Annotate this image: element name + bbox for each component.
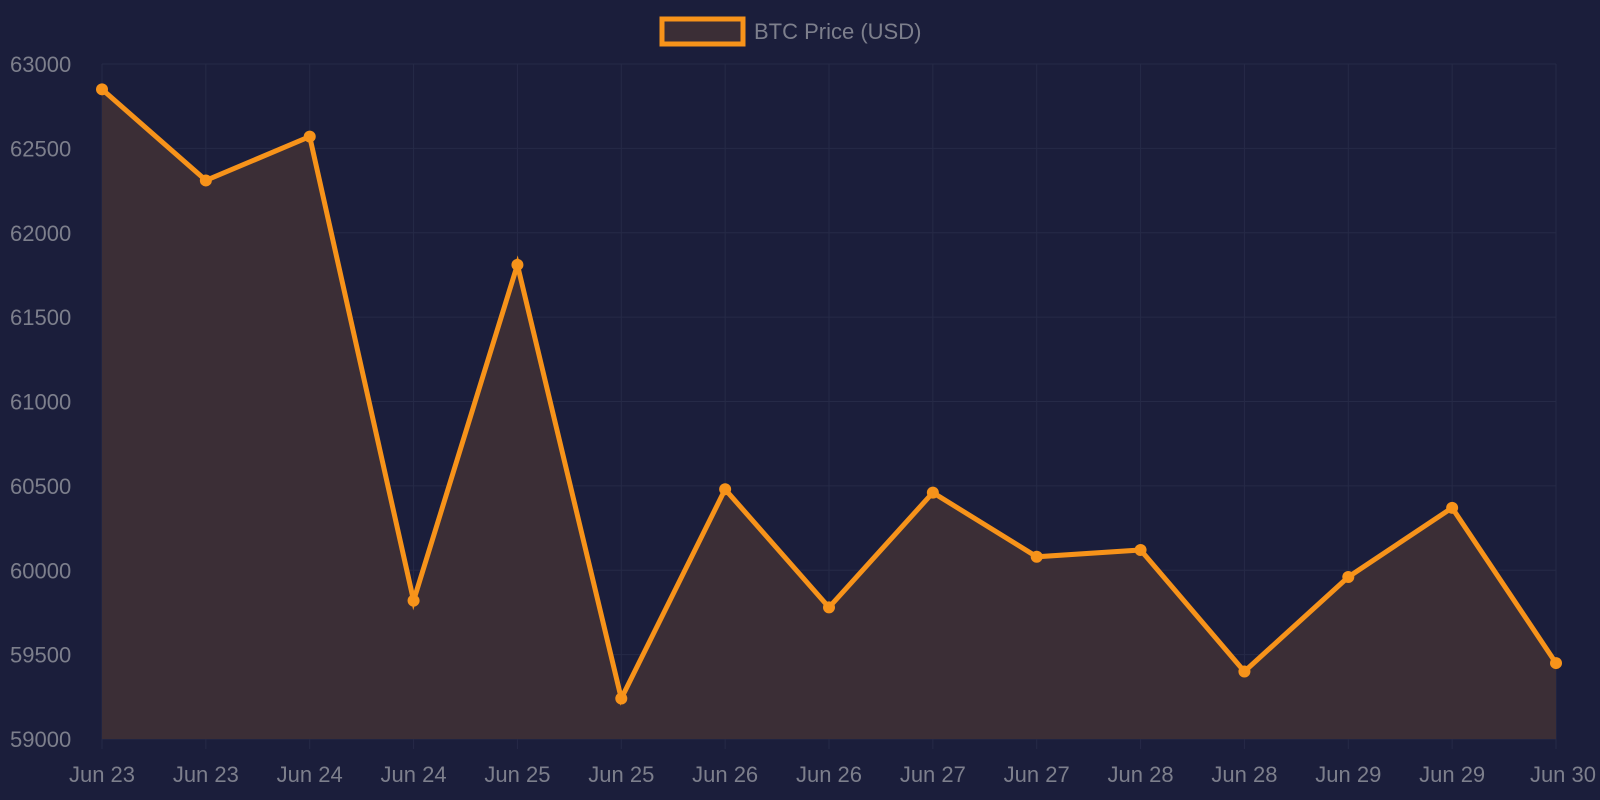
y-tick-label: 62500	[10, 136, 71, 161]
legend-label[interactable]: BTC Price (USD)	[754, 19, 921, 44]
x-tick-label: Jun 30	[1530, 762, 1596, 787]
legend-swatch[interactable]	[659, 16, 746, 47]
x-tick-label: Jun 23	[69, 762, 135, 787]
y-tick-label: 60000	[10, 558, 71, 583]
data-point[interactable]	[1134, 544, 1147, 556]
x-tick-label: Jun 24	[381, 762, 447, 787]
data-point[interactable]	[303, 130, 316, 143]
data-point[interactable]	[1550, 657, 1562, 670]
y-tick-label: 59500	[10, 643, 71, 668]
y-tick-label: 59000	[10, 727, 71, 752]
y-tick-label: 62000	[10, 221, 71, 246]
x-tick-label: Jun 29	[1419, 762, 1485, 787]
y-tick-label: 61000	[10, 390, 71, 415]
data-point[interactable]	[1238, 665, 1251, 678]
y-tick-label: 63000	[10, 52, 71, 77]
data-point[interactable]	[1030, 550, 1043, 563]
y-axis-ticks: 59000 59500 60000 60500 61000 61500 62000 62500…	[10, 52, 71, 752]
data-point[interactable]	[823, 601, 835, 614]
data-point[interactable]	[1342, 571, 1355, 583]
data-point[interactable]	[96, 83, 108, 96]
x-tick-label: Jun 28	[1108, 762, 1174, 787]
x-tick-label: Jun 25	[588, 762, 654, 787]
data-point[interactable]	[199, 174, 212, 187]
x-tick-label: Jun 29	[1315, 762, 1381, 787]
x-tick-label: Jun 25	[484, 762, 550, 787]
series-area-fill	[102, 89, 1556, 740]
data-point[interactable]	[407, 594, 420, 607]
x-tick-label: Jun 27	[1004, 762, 1070, 787]
x-tick-label: Jun 27	[900, 762, 966, 787]
data-point[interactable]	[719, 483, 732, 496]
x-tick-label: Jun 28	[1211, 762, 1277, 787]
data-point[interactable]	[511, 258, 524, 271]
data-point[interactable]	[926, 486, 939, 499]
data-points	[96, 83, 1562, 705]
x-tick-label: Jun 24	[277, 762, 343, 787]
y-tick-label: 61500	[10, 305, 71, 330]
x-tick-label: Jun 26	[796, 762, 862, 787]
x-tick-label: Jun 26	[692, 762, 758, 787]
y-tick-label: 60500	[10, 474, 71, 499]
data-point[interactable]	[1446, 501, 1459, 514]
data-point[interactable]	[615, 692, 628, 705]
x-tick-label: Jun 23	[173, 762, 239, 787]
x-axis-ticks: Jun 23 Jun 23 Jun 24 Jun 24 Jun 25 Jun 25 Jun …	[69, 739, 1596, 787]
legend[interactable]: BTC Price (USD)	[659, 16, 921, 47]
